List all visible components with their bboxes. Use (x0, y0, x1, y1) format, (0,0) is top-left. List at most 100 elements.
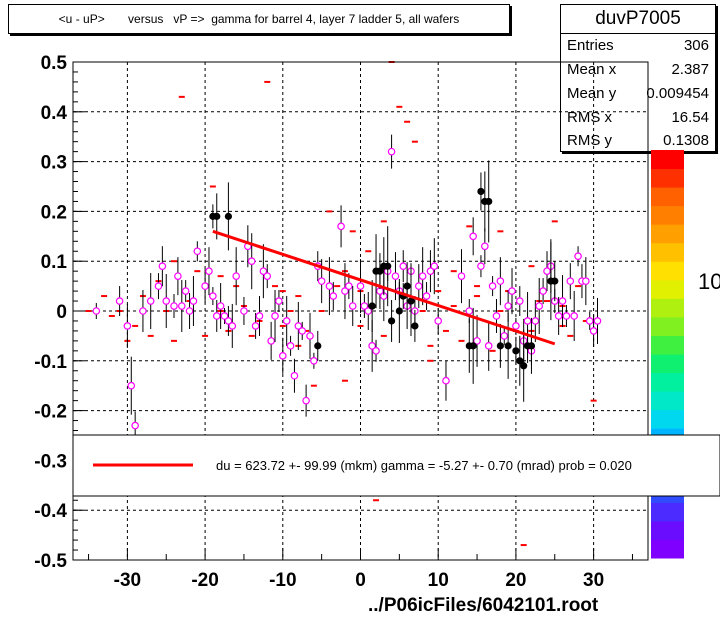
profile-point-open (228, 322, 237, 330)
x-tick-label: -10 (269, 570, 296, 591)
x-tick-label: 30 (583, 570, 604, 591)
profile-point-open (162, 297, 171, 305)
color-palette (651, 150, 684, 559)
stats-label: Mean x (567, 61, 617, 78)
y-tick-label: -0.2 (34, 402, 67, 423)
profile-point-filled (477, 187, 485, 196)
y-tick-label: 0 (56, 302, 67, 323)
palette-swatch (651, 224, 684, 244)
profile-point-open (566, 277, 575, 285)
profile-point-open (329, 292, 338, 300)
profile-point-open (554, 312, 563, 320)
profile-point-open (232, 272, 240, 280)
x-tick-label: -20 (191, 570, 218, 591)
profile-point-open (154, 282, 163, 290)
stats-row-rms-y: RMS y 0.1308 (567, 132, 709, 149)
profile-point-open (543, 267, 551, 275)
profile-point-filled (496, 342, 504, 350)
profile-point-open (193, 247, 202, 256)
profile-point-open (469, 232, 477, 241)
stats-label: Mean y (567, 85, 617, 102)
y-tick-label: 0.5 (41, 53, 68, 74)
profile-point-open (146, 297, 155, 305)
profile-point-open (127, 381, 136, 390)
profile-point-open (372, 347, 380, 355)
profile-point-open (484, 342, 493, 350)
profile-point-open (286, 342, 295, 350)
profile-point-open (426, 267, 435, 275)
profile-point-open (582, 277, 590, 285)
profile-point-open (92, 307, 101, 315)
profile-point-open (457, 272, 466, 280)
profile-point-open (337, 222, 345, 231)
stats-value: 0.009454 (646, 85, 709, 102)
stats-row-entries: Entries 306 (567, 37, 709, 54)
profile-point-open (298, 327, 307, 335)
profile-point-open (255, 312, 264, 320)
profile-point-open (131, 421, 139, 430)
profile-point-open (558, 297, 567, 305)
profile-point-open (585, 317, 594, 325)
plot-title-box: <u - uP> versus vP => gamma for barrel 4… (8, 4, 510, 34)
palette-swatch (651, 354, 684, 374)
profile-point-open (500, 332, 509, 340)
profile-point-open (535, 302, 544, 310)
profile-point-open (589, 327, 598, 335)
profile-point-open (368, 342, 376, 350)
profile-point-open (442, 376, 450, 385)
palette-label: 10 (698, 269, 720, 294)
profile-point-open (399, 262, 408, 270)
palette-swatch (651, 335, 684, 355)
profile-point-open (504, 302, 512, 310)
profile-point-filled (403, 282, 411, 290)
y-tick-label: 0.3 (41, 153, 67, 174)
y-tick-label: 0.2 (41, 202, 67, 223)
fit-line (212, 229, 556, 346)
stats-row-mean-y: Mean y 0.009454 (567, 85, 709, 102)
stats-label: RMS y (567, 132, 612, 149)
legend-fit-text: du = 623.72 +- 99.99 (mkm) gamma = -5.27… (216, 458, 632, 473)
palette-swatch (651, 520, 684, 540)
profile-point-open (341, 287, 349, 295)
profile-point-open (508, 287, 516, 295)
stats-value: 16.54 (671, 109, 709, 126)
y-tick-label: -0.4 (34, 501, 67, 522)
palette-swatch (651, 539, 684, 559)
profile-point-open (209, 292, 217, 300)
profile-point-open (387, 147, 396, 156)
x-tick-label: -30 (114, 570, 141, 591)
file-path-label: ../P06icFiles/6042101.root (368, 595, 599, 616)
profile-point-filled (387, 317, 396, 325)
profile-point-open (302, 396, 310, 405)
hist-markers (85, 61, 597, 547)
profile-point-open (205, 267, 213, 275)
profile-point-open (275, 297, 283, 305)
profile-point-open (325, 282, 334, 290)
profile-point-filled (224, 212, 233, 220)
palette-swatch (651, 502, 684, 522)
y-tick-label: 0.4 (41, 103, 68, 124)
profile-point-open (216, 302, 225, 310)
profile-point-filled (407, 297, 415, 305)
profile-point-open (515, 297, 524, 305)
profile-point-open (278, 352, 287, 360)
profile-point-open (348, 302, 357, 310)
profile-point-open (247, 257, 256, 266)
stats-label: RMS x (567, 109, 612, 126)
profile-point-open (177, 302, 186, 310)
profile-point-open (422, 292, 431, 300)
profile-point-open (570, 312, 578, 320)
profile-point-open (496, 277, 505, 285)
profile-point-open (251, 322, 260, 330)
palette-swatch (651, 242, 684, 262)
palette-swatch (651, 261, 684, 281)
profile-point-filled (469, 342, 477, 350)
profile-point-open (115, 297, 124, 305)
palette-swatch (651, 187, 684, 207)
profile-point-open (523, 317, 532, 325)
profile-point-open (181, 287, 190, 295)
profile-point-filled (384, 262, 392, 270)
profile-point-open (360, 302, 369, 310)
profile-point-open (212, 312, 221, 320)
stats-value: 2.387 (671, 61, 709, 78)
